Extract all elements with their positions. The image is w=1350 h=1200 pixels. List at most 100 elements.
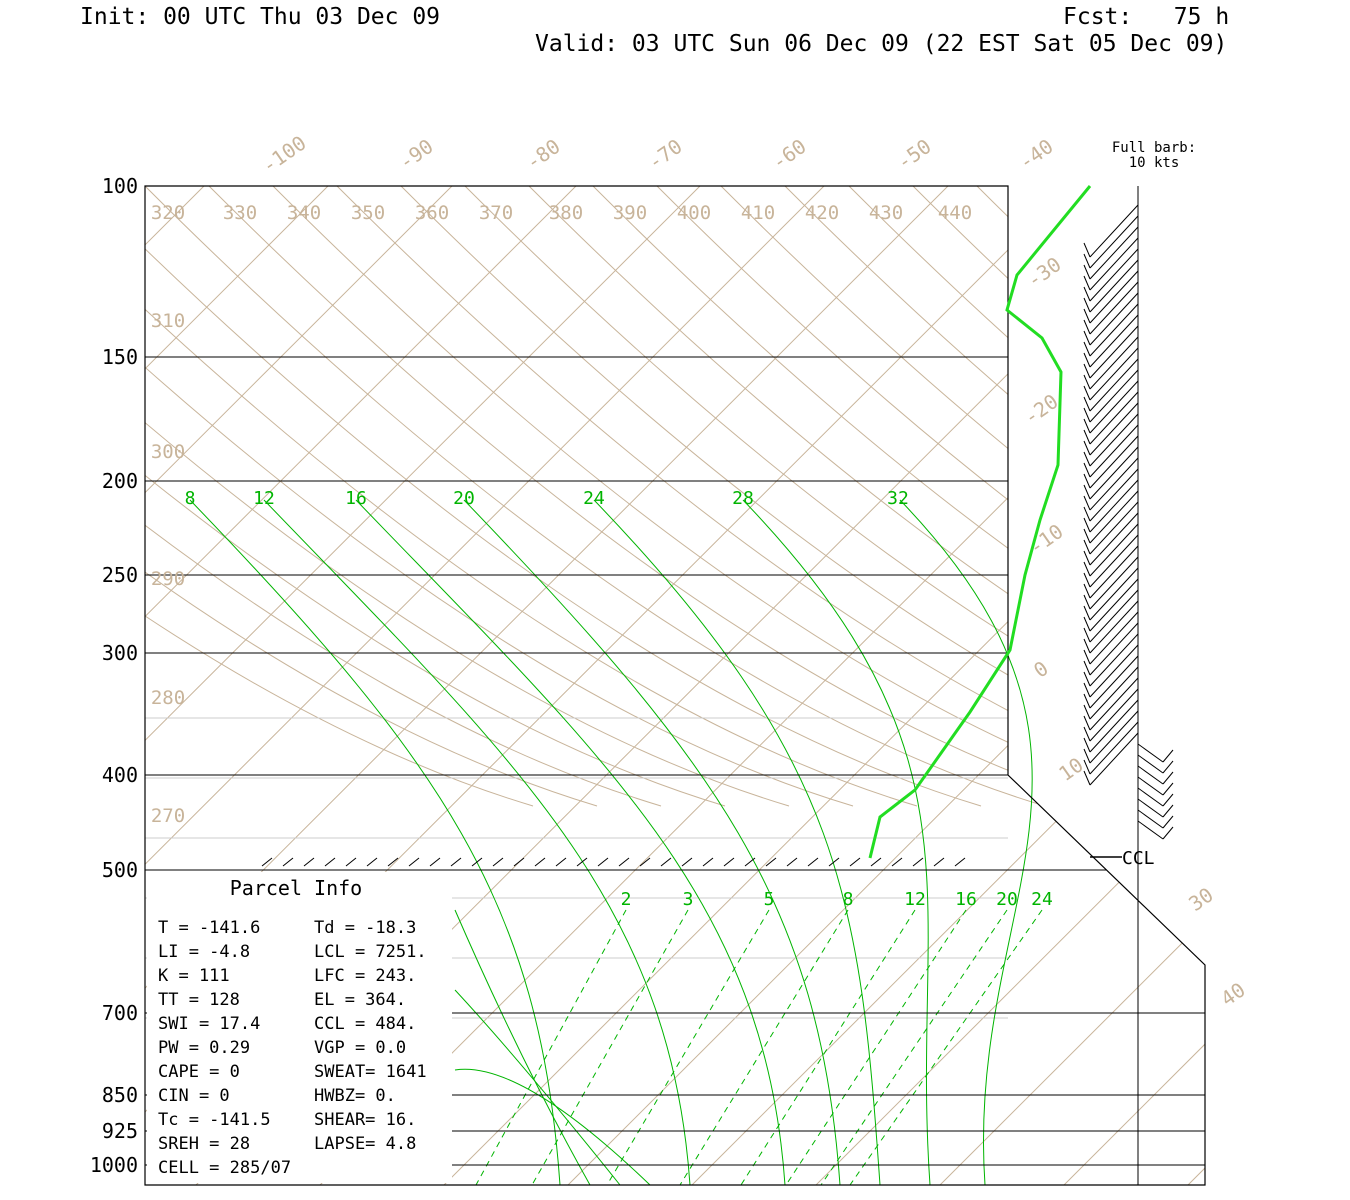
theta-label: 300: [151, 441, 185, 463]
pressure-label-700: 700: [102, 1001, 138, 1025]
forecast-hour: Fcst: 75 h: [1063, 4, 1230, 30]
dry-adiabat-line: [145, 186, 534, 807]
wind-barb-flag: [1083, 418, 1091, 434]
wind-barb-staff: [1089, 336, 1139, 390]
hatch-mark: [639, 857, 651, 867]
mixing-ratio-label: 12: [904, 889, 926, 910]
wind-barb-flag: [1083, 715, 1091, 731]
theta-label: 280: [151, 687, 185, 709]
parcel-row-left: CIN = 0: [158, 1086, 230, 1106]
wind-barb-flag: [1083, 440, 1091, 456]
hatch-mark: [891, 857, 903, 867]
wind-barb-flag: [1083, 495, 1091, 511]
parcel-row-left: SREH = 28: [158, 1134, 250, 1154]
wind-barb-flag: [1083, 660, 1091, 676]
chart-frame: [144, 185, 1206, 1186]
wind-barb-staff: [1089, 666, 1139, 720]
wind-barb-staff: [1089, 358, 1139, 412]
mixing-ratio-line: [606, 909, 770, 1186]
dry-adiabat-line: [592, 186, 1205, 807]
wind-barb-flag: [1083, 506, 1091, 522]
wind-barb-flag: [1083, 627, 1091, 643]
parcel-row-right: SHEAR= 16.: [314, 1110, 416, 1130]
moist-adiabat-label: 16: [345, 488, 367, 509]
wind-barb-flag: [1083, 594, 1091, 610]
wind-barb-flag: [1083, 253, 1091, 269]
wind-barb-staff: [1137, 787, 1164, 807]
parcel-row-right: LCL = 7251.: [314, 942, 427, 962]
wind-barb-flag: [1083, 572, 1091, 588]
pressure-label-250: 250: [102, 563, 138, 587]
parcel-row-right: Td = -18.3: [314, 918, 416, 938]
ccl-label: CCL: [1122, 848, 1155, 869]
wind-barb-flag: [1083, 682, 1091, 698]
wind-barb-flag: [1083, 407, 1091, 423]
theta-label: 430: [869, 202, 903, 224]
wind-barb-flag: [1083, 473, 1091, 489]
wind-barb-flag: [1162, 771, 1174, 785]
moist-adiabat-label: 32: [887, 488, 909, 509]
isotherm-line: [1187, 186, 1205, 1185]
hatch-mark: [282, 857, 294, 867]
pressure-label-400: 400: [102, 763, 138, 787]
hatch-mark: [450, 857, 462, 867]
wind-barb-staff: [1089, 281, 1139, 335]
parcel-row-left: K = 111: [158, 966, 230, 986]
isotherm-line: [145, 186, 329, 1185]
wind-barb-staff: [1089, 237, 1139, 291]
isotherm-line: [1063, 186, 1205, 1185]
dry-adiabat-line: [145, 186, 918, 807]
parcel-row-right: CCL = 484.: [314, 1014, 416, 1034]
wind-barb-staff: [1089, 523, 1139, 577]
parcel-row-right: HWBZ= 0.: [314, 1086, 396, 1106]
parcel-row-left: PW = 0.29: [158, 1038, 250, 1058]
mixing-ratio-line: [679, 909, 849, 1186]
parcel-row-left: CELL = 285/07: [158, 1158, 291, 1178]
mixing-ratio-label: 16: [955, 889, 977, 910]
wind-barb-staff: [1089, 545, 1139, 599]
isotherm-line: [145, 186, 453, 1185]
dry-adiabat-line: [145, 186, 790, 807]
isotherm-line: [443, 186, 1205, 1185]
wind-barb-flag: [1083, 308, 1091, 324]
moist-adiabats: [189, 499, 1033, 1186]
wind-barb-flag: [1083, 726, 1091, 742]
parcel-row-left: T = -141.6: [158, 918, 260, 938]
wind-barb-staff: [1089, 248, 1139, 302]
wind-barb-staff: [1089, 655, 1139, 709]
wind-barb-staff: [1137, 798, 1164, 818]
wind-barb-flag: [1083, 649, 1091, 665]
mixing-ratio-label: 8: [843, 889, 854, 910]
wind-barb-staff: [1089, 204, 1139, 258]
wind-barb-flag: [1083, 385, 1091, 401]
wind-barb-flag: [1162, 804, 1174, 818]
wind-barb-flag: [1083, 693, 1091, 709]
isotherm-label: 40: [1216, 978, 1250, 1011]
isotherm-label: -40: [1014, 134, 1057, 174]
pressure-label-150: 150: [102, 345, 138, 369]
wind-barb-flag: [1083, 297, 1091, 313]
moist-adiabat-label: 8: [185, 488, 196, 509]
wind-barb-staff: [1137, 754, 1164, 774]
theta-label: 360: [415, 202, 449, 224]
hatch-mark: [912, 857, 924, 867]
isotherm-label: -30: [1022, 252, 1065, 292]
wind-barb-staff: [1089, 457, 1139, 511]
parcel-row-left: LI = -4.8: [158, 942, 250, 962]
dry-adiabat-line: [208, 186, 1110, 807]
parcel-row-right: SWEAT= 1641: [314, 1062, 427, 1082]
wind-barb-staff: [1089, 413, 1139, 467]
wind-barb-flag: [1083, 638, 1091, 654]
moist-adiabat-label: 28: [732, 488, 754, 509]
theta-label: 310: [151, 310, 185, 332]
wind-barb-flag: [1083, 242, 1091, 258]
wind-barb-staff: [1089, 589, 1139, 643]
theta-label: 350: [351, 202, 385, 224]
wind-barb-flag: [1083, 462, 1091, 478]
hatch-mark: [786, 857, 798, 867]
wind-barb-staff: [1137, 765, 1164, 785]
wind-barb-staff: [1089, 556, 1139, 610]
hatch-mark: [387, 857, 399, 867]
pressure-label-850: 850: [102, 1083, 138, 1107]
wind-barb-staff: [1089, 721, 1139, 775]
